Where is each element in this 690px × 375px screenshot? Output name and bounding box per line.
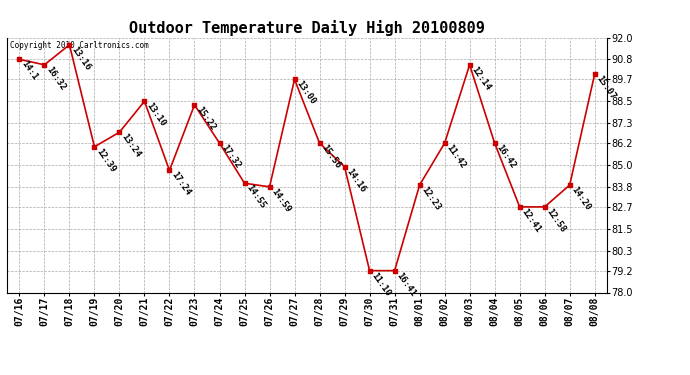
Text: 17:24: 17:24 [170,171,193,198]
Point [164,168,175,174]
Title: Outdoor Temperature Daily High 20100809: Outdoor Temperature Daily High 20100809 [129,20,485,36]
Text: 14:20: 14:20 [570,185,593,212]
Point [189,102,200,108]
Text: 11:42: 11:42 [444,143,467,170]
Text: 16:32: 16:32 [44,65,67,92]
Text: 14:59: 14:59 [270,187,293,214]
Text: 12:23: 12:23 [420,185,442,212]
Point [414,182,425,188]
Point [539,204,550,210]
Text: 15:07: 15:07 [595,74,618,101]
Text: Copyright 2010 Carltronics.com: Copyright 2010 Carltronics.com [10,41,148,50]
Point [464,62,475,68]
Text: 15:22: 15:22 [195,105,217,132]
Point [364,268,375,274]
Text: 14:16: 14:16 [344,167,367,194]
Text: 13:10: 13:10 [144,101,167,128]
Point [589,71,600,77]
Text: 17:32: 17:32 [219,143,242,170]
Point [514,204,525,210]
Point [264,184,275,190]
Point [489,140,500,146]
Point [39,62,50,68]
Point [339,164,350,170]
Point [289,76,300,82]
Text: 15:56: 15:56 [319,143,342,170]
Point [89,144,100,150]
Point [564,182,575,188]
Point [64,42,75,48]
Point [239,180,250,186]
Text: 16:42: 16:42 [495,143,518,170]
Text: 11:10: 11:10 [370,271,393,298]
Text: 12:58: 12:58 [544,207,567,234]
Text: 13:16: 13:16 [70,45,92,72]
Point [389,268,400,274]
Point [139,98,150,104]
Text: 14:1: 14:1 [19,59,39,82]
Point [214,140,225,146]
Point [14,56,25,62]
Text: 16:41: 16:41 [395,271,417,298]
Point [114,129,125,135]
Text: 12:39: 12:39 [95,147,117,174]
Text: 13:00: 13:00 [295,80,317,106]
Point [439,140,450,146]
Point [314,140,325,146]
Text: 12:14: 12:14 [470,65,493,92]
Text: 13:24: 13:24 [119,132,142,159]
Text: 14:55: 14:55 [244,183,267,210]
Text: 12:41: 12:41 [520,207,542,234]
